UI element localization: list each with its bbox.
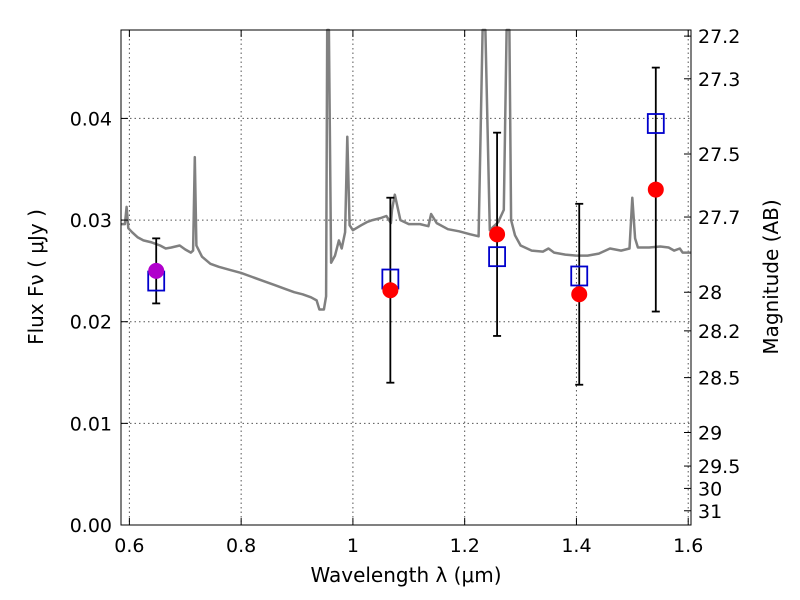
y2-tick-label: 28.2 <box>698 321 740 343</box>
spectrum-layer <box>121 28 691 311</box>
x-axis-ticks: 0.6 0.8 1 1.2 1.4 1.6 <box>114 30 703 557</box>
grid-lines <box>121 30 691 526</box>
y2-tick-label: 27.3 <box>698 69 740 91</box>
observed-flux-point <box>148 262 165 279</box>
x-tick-label: 0.6 <box>114 535 144 557</box>
x-axis-label: Wavelength λ (μm) <box>310 563 501 587</box>
errorbar-layer <box>152 66 660 386</box>
y2-tick-label: 28.5 <box>698 368 740 390</box>
y-tick-label: 0.03 <box>70 210 112 232</box>
observed-flux-point <box>647 181 664 198</box>
y2-tick-label: 27.5 <box>698 144 740 166</box>
y2-tick-label: 28 <box>698 282 722 304</box>
model-photometry-square <box>646 113 665 134</box>
y-axis-ticks: 0.00 0.01 0.02 0.03 0.04 <box>70 108 128 537</box>
spectrum-line <box>121 28 691 311</box>
x-tick-label: 1.4 <box>561 535 591 557</box>
x-tick-label: 1 <box>347 535 359 557</box>
y2-tick-label: 27.2 <box>698 26 740 48</box>
observed-flux-point <box>382 282 399 299</box>
y-tick-label: 0.00 <box>70 515 112 537</box>
y2-axis-label: Magnitude (AB) <box>759 199 783 354</box>
x-tick-label: 0.8 <box>226 535 256 557</box>
y-tick-label: 0.04 <box>70 108 112 130</box>
observed-flux-point <box>571 286 588 303</box>
plot-frame <box>120 29 692 526</box>
y2-tick-label: 27.7 <box>698 207 740 229</box>
observed-flux-point <box>489 226 506 243</box>
y2-tick-label: 31 <box>698 501 722 523</box>
model-photometry-layer <box>147 113 665 292</box>
y2-tick-label: 29 <box>698 423 722 445</box>
y-axis-label: Flux Fν ( μJy ) <box>24 209 48 345</box>
model-photometry-square <box>488 246 506 268</box>
model-photometry-square <box>570 265 589 287</box>
x-tick-label: 1.2 <box>450 535 480 557</box>
observed-points-layer <box>148 181 664 303</box>
y-tick-label: 0.02 <box>70 312 112 334</box>
y2-tick-label: 30 <box>698 478 722 500</box>
y2-tick-label: 29.5 <box>698 456 740 478</box>
x-tick-label: 1.6 <box>673 535 703 557</box>
y-tick-label: 0.01 <box>70 413 112 435</box>
